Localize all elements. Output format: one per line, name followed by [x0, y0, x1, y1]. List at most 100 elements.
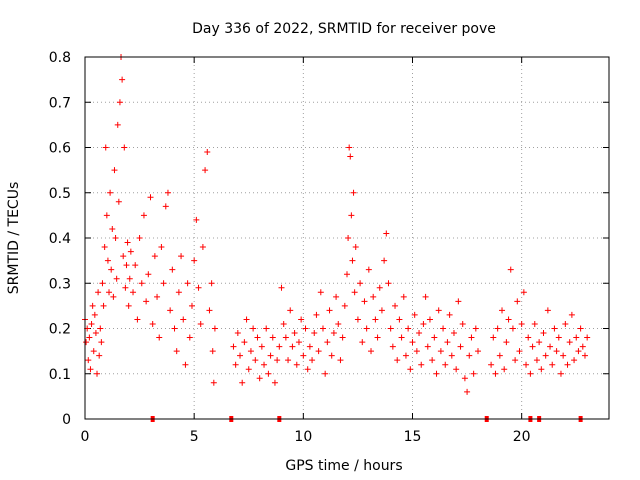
- data-point: [540, 330, 547, 337]
- data-point: [351, 289, 358, 296]
- data-point: [374, 334, 381, 341]
- data-point: [291, 330, 298, 337]
- data-point: [335, 320, 342, 327]
- data-point: [431, 334, 438, 341]
- data-point: [557, 370, 564, 377]
- x-tick-label: 10: [294, 429, 312, 445]
- data-point: [282, 334, 289, 341]
- data-point: [516, 348, 523, 355]
- data-point: [136, 235, 143, 241]
- data-point: [466, 352, 473, 359]
- data-point: [475, 348, 481, 355]
- data-point: [361, 298, 368, 305]
- data-point: [317, 289, 324, 296]
- y-tick-label: 0.2: [49, 322, 71, 338]
- data-point: [328, 352, 335, 359]
- data-point: [167, 307, 174, 314]
- data-point: [206, 307, 213, 314]
- data-point: [444, 339, 451, 346]
- data-point: [90, 348, 97, 355]
- data-point: [470, 370, 477, 377]
- data-point: [269, 334, 276, 341]
- data-point: [280, 320, 287, 327]
- data-point: [171, 325, 178, 332]
- data-point: [339, 334, 346, 341]
- data-point: [91, 311, 98, 318]
- x-tick-label: 20: [513, 429, 531, 445]
- data-point: [359, 339, 366, 346]
- data-point: [197, 320, 204, 327]
- data-point: [164, 189, 171, 196]
- y-tick-label: 0.4: [49, 231, 71, 247]
- data-point: [494, 325, 501, 332]
- data-point: [564, 361, 571, 368]
- data-point: [98, 339, 105, 346]
- data-point: [553, 348, 560, 355]
- data-point: [180, 316, 187, 323]
- data-point: [195, 284, 202, 291]
- data-point: [496, 352, 503, 359]
- data-point: [426, 316, 433, 323]
- x-tick-label: 0: [81, 429, 90, 445]
- chart-title: Day 336 of 2022, SRMTID for receiver pov…: [192, 21, 496, 37]
- data-point: [256, 375, 263, 382]
- data-point: [120, 253, 127, 260]
- data-point: [199, 244, 206, 251]
- data-point: [289, 343, 296, 350]
- data-point: [488, 361, 495, 368]
- data-point: [440, 325, 447, 332]
- data-point: [413, 348, 420, 355]
- y-tick-label: 0.3: [49, 276, 71, 292]
- data-point: [300, 352, 307, 359]
- data-point: [169, 266, 176, 273]
- data-point: [116, 99, 123, 106]
- data-point: [96, 352, 103, 359]
- data-point: [512, 357, 519, 364]
- data-point: [130, 289, 137, 296]
- data-point: [126, 275, 133, 282]
- data-point: [311, 330, 318, 337]
- data-point: [188, 302, 195, 309]
- data-point: [536, 339, 543, 346]
- data-point: [258, 343, 265, 350]
- data-point: [230, 343, 237, 350]
- data-point: [383, 230, 390, 237]
- data-point: [119, 76, 126, 83]
- data-point: [83, 339, 90, 346]
- data-point: [99, 280, 106, 287]
- data-point: [499, 307, 506, 314]
- data-point: [88, 320, 95, 327]
- data-point: [437, 348, 444, 355]
- data-point: [544, 307, 551, 314]
- data-point: [132, 262, 139, 269]
- y-axis-label: SRMTID / TECUs: [6, 182, 22, 295]
- data-point: [276, 343, 283, 350]
- data-point: [127, 248, 134, 255]
- data-point: [302, 325, 309, 332]
- data-point: [416, 330, 423, 337]
- data-point: [239, 379, 246, 386]
- data-point: [92, 330, 99, 337]
- data-point: [547, 343, 554, 350]
- data-point: [376, 284, 383, 291]
- data-point: [103, 212, 110, 219]
- data-point: [392, 302, 399, 309]
- data-point: [457, 343, 464, 350]
- y-tick-label: 0.1: [49, 367, 71, 383]
- data-point: [523, 361, 530, 368]
- data-point: [274, 357, 281, 364]
- data-point: [134, 316, 141, 323]
- data-point: [173, 348, 180, 355]
- data-point: [87, 366, 94, 373]
- data-point: [101, 244, 108, 251]
- data-point: [326, 307, 333, 314]
- data-point: [531, 320, 538, 327]
- data-point: [110, 293, 117, 300]
- data-point: [293, 361, 300, 368]
- data-point: [109, 225, 116, 232]
- data-point: [319, 325, 326, 332]
- data-point: [400, 293, 407, 300]
- data-point: [370, 293, 377, 300]
- data-point: [85, 357, 92, 364]
